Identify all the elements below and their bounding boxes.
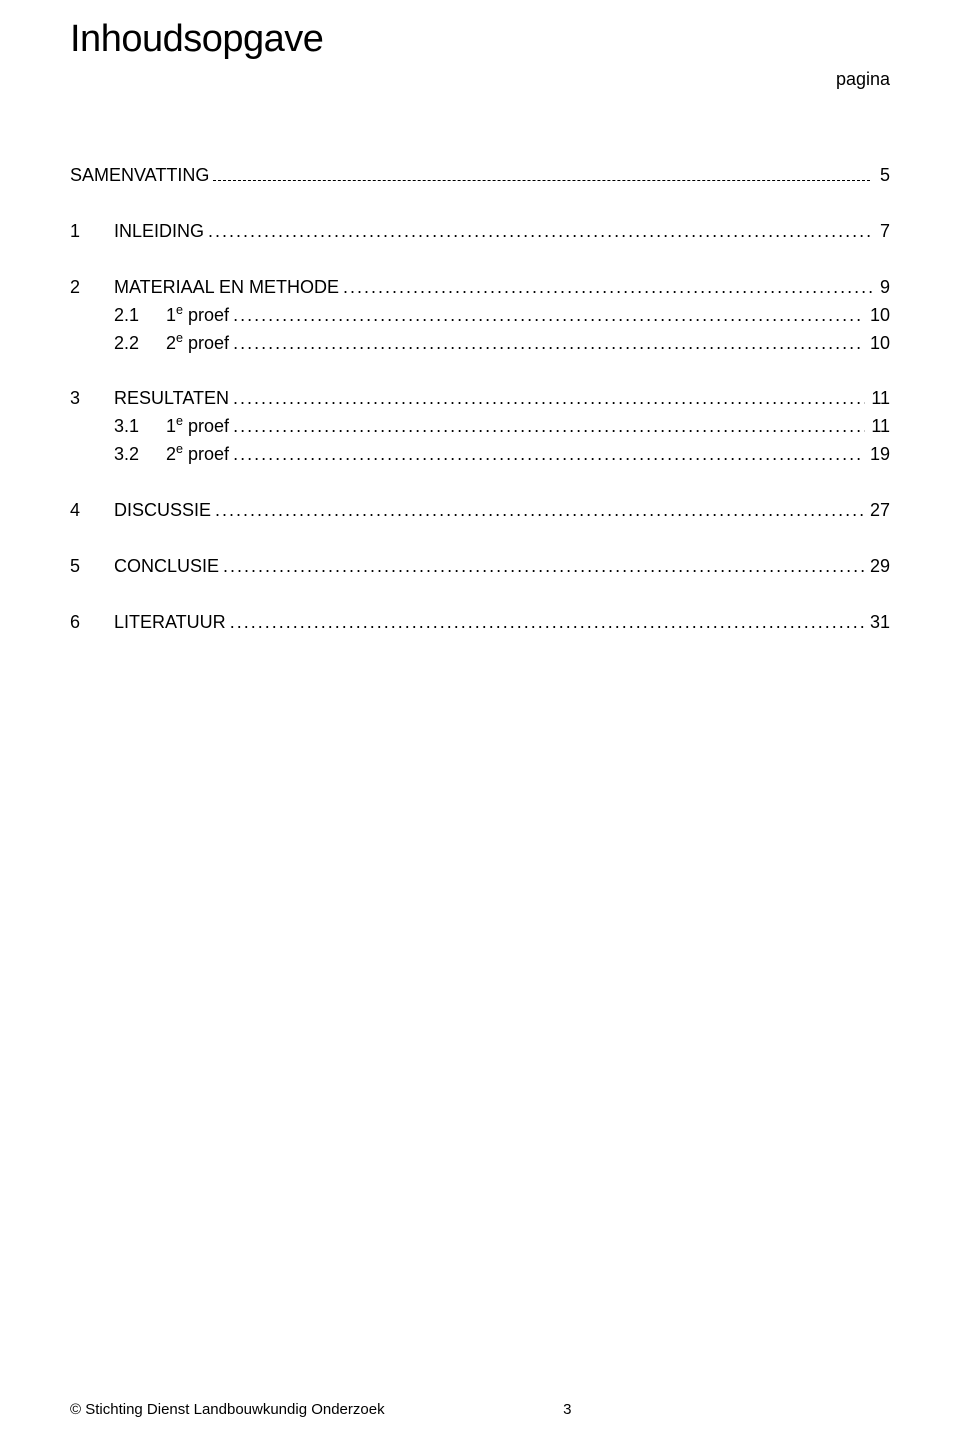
toc-label-post: proef xyxy=(183,444,229,464)
toc-page-number: 11 xyxy=(865,385,890,413)
toc-number: 2.1 xyxy=(114,302,166,330)
toc-entry-5: 5 CONCLUSIE 29 xyxy=(70,553,890,581)
toc-label: 2e proef xyxy=(166,330,229,358)
toc-number: 2 xyxy=(70,274,114,302)
toc-page-number: 5 xyxy=(874,162,890,190)
toc-entry-3-2: 3.2 2e proef 19 xyxy=(70,441,890,469)
toc-entry-4: 4 DISCUSSIE 27 xyxy=(70,497,890,525)
footer-page-number: 3 xyxy=(245,1401,890,1418)
toc-leader-icon xyxy=(229,441,864,469)
toc-label-pre: 1 xyxy=(166,416,176,436)
toc-label: MATERIAAL EN METHODE xyxy=(114,274,339,302)
toc-label-pre: 2 xyxy=(166,333,176,353)
toc-number: 3.1 xyxy=(114,413,166,441)
toc-label: 1e proef xyxy=(166,413,229,441)
toc-leader-icon xyxy=(229,330,864,358)
toc-label: RESULTATEN xyxy=(114,385,229,413)
toc-leader-icon xyxy=(229,302,864,330)
toc-label-pre: 1 xyxy=(166,305,176,325)
toc-leader-icon xyxy=(229,413,865,441)
toc-label: INLEIDING xyxy=(114,218,204,246)
toc-page-number: 31 xyxy=(864,609,890,637)
toc-page-number: 19 xyxy=(864,441,890,469)
toc-label-pre: 2 xyxy=(166,444,176,464)
toc-label-post: proef xyxy=(183,416,229,436)
toc-number: 4 xyxy=(70,497,114,525)
table-of-contents: SAMENVATTING 5 1 INLEIDING 7 2 MATERIAAL… xyxy=(70,162,890,637)
toc-leader-icon xyxy=(219,553,864,581)
page-footer: © Stichting Dienst Landbouwkundig Onderz… xyxy=(70,1401,890,1418)
toc-label-post: proef xyxy=(183,333,229,353)
toc-leader-icon xyxy=(204,218,874,246)
toc-number: 2.2 xyxy=(114,330,166,358)
toc-leader-icon xyxy=(226,609,864,637)
toc-label-post: proef xyxy=(183,305,229,325)
toc-label-sup: e xyxy=(176,331,183,345)
toc-label: 2e proef xyxy=(166,441,229,469)
pagina-column-header: pagina xyxy=(70,69,890,90)
toc-label-sup: e xyxy=(176,442,183,456)
toc-entry-3-1: 3.1 1e proef 11 xyxy=(70,413,890,441)
toc-entry-2: 2 MATERIAAL EN METHODE 9 xyxy=(70,274,890,302)
toc-label-sup: e xyxy=(176,414,183,428)
toc-page-number: 29 xyxy=(864,553,890,581)
toc-entry-2-1: 2.1 1e proef 10 xyxy=(70,302,890,330)
toc-page-number: 10 xyxy=(864,302,890,330)
toc-number: 3 xyxy=(70,385,114,413)
toc-number: 6 xyxy=(70,609,114,637)
toc-entry-1: 1 INLEIDING 7 xyxy=(70,218,890,246)
toc-page-number: 9 xyxy=(874,274,890,302)
toc-label: 1e proef xyxy=(166,302,229,330)
toc-page-number: 10 xyxy=(864,330,890,358)
toc-entry-3: 3 RESULTATEN 11 xyxy=(70,385,890,413)
toc-number: 3.2 xyxy=(114,441,166,469)
toc-label: DISCUSSIE xyxy=(114,497,211,525)
toc-entry-6: 6 LITERATUUR 31 xyxy=(70,609,890,637)
toc-leader-icon xyxy=(213,165,870,181)
toc-number: 5 xyxy=(70,553,114,581)
toc-page-number: 11 xyxy=(865,413,890,441)
toc-leader-icon xyxy=(339,274,874,302)
toc-label-sup: e xyxy=(176,303,183,317)
toc-label: SAMENVATTING xyxy=(70,162,209,190)
toc-page-number: 7 xyxy=(874,218,890,246)
toc-leader-icon xyxy=(211,497,864,525)
toc-label: LITERATUUR xyxy=(114,609,226,637)
toc-leader-icon xyxy=(229,385,865,413)
toc-label: CONCLUSIE xyxy=(114,553,219,581)
toc-entry-samenvatting: SAMENVATTING 5 xyxy=(70,162,890,190)
page-title: Inhoudsopgave xyxy=(70,18,890,61)
toc-page-number: 27 xyxy=(864,497,890,525)
toc-entry-2-2: 2.2 2e proef 10 xyxy=(70,330,890,358)
toc-number: 1 xyxy=(70,218,114,246)
